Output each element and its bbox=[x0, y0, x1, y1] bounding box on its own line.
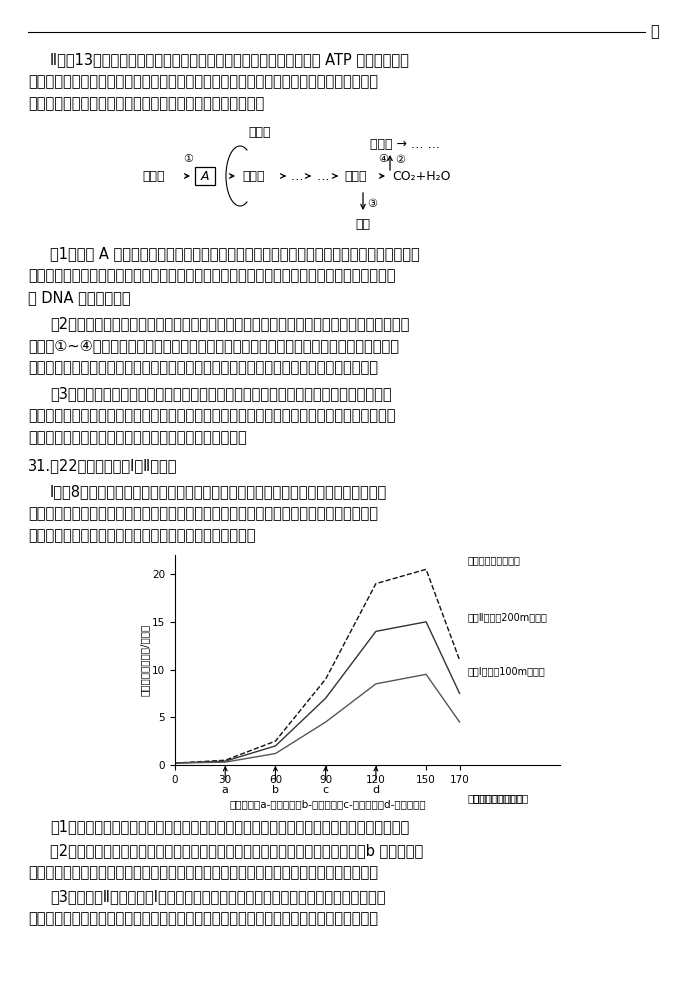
Text: 细胞膜: 细胞膜 bbox=[248, 126, 271, 139]
Text: 图中的过程＿＿＿＿＿＿（填编号）不宜选为作用位点。: 图中的过程＿＿＿＿＿＿（填编号）不宜选为作用位点。 bbox=[28, 430, 247, 445]
Text: 胞在有氧条件下葡萄糖的部分代谢过程，据图分析回答问题：: 胞在有氧条件下葡萄糖的部分代谢过程，据图分析回答问题： bbox=[28, 96, 264, 111]
Text: …: … bbox=[291, 169, 303, 183]
Text: b: b bbox=[272, 785, 279, 795]
Text: 。: 。 bbox=[650, 25, 658, 39]
Text: （2）在有氧条件下，癌细胞呼吸作用的方式为＿＿＿＿＿＿＿＿＿＿＿＿＿＿。与正常细胞: （2）在有氧条件下，癌细胞呼吸作用的方式为＿＿＿＿＿＿＿＿＿＿＿＿＿＿。与正常细… bbox=[50, 316, 409, 331]
Text: ②: ② bbox=[395, 155, 405, 165]
Bar bbox=[195, 167, 215, 185]
Text: ④: ④ bbox=[378, 154, 388, 164]
Text: 隔一定距离设置适宜高度的模拟树桩，为肉食性猛禽提供栖息场所。设桩一段时间后，测得: 隔一定距离设置适宜高度的模拟树桩，为肉食性猛禽提供栖息场所。设桩一段时间后，测得 bbox=[28, 506, 378, 521]
Text: 曲线Ⅱ（每隔200m设桩）: 曲线Ⅱ（每隔200m设桩） bbox=[468, 612, 548, 622]
Text: 乳酸: 乳酸 bbox=[356, 218, 370, 231]
Text: 大豆田中田鼠种群密度的变化如图所示。请回答下列问题：: 大豆田中田鼠种群密度的变化如图所示。请回答下列问题： bbox=[28, 528, 255, 543]
Text: 为 DNA 复制的原料。: 为 DNA 复制的原料。 bbox=[28, 290, 131, 305]
Text: （1）图中 A 代表细胞膜上的＿＿＿＿＿＿＿＿＿＿。葡萄糖进入癌细胞后，在代谢过程中可: （1）图中 A 代表细胞膜上的＿＿＿＿＿＿＿＿＿＿。葡萄糖进入癌细胞后，在代谢过… bbox=[50, 246, 420, 261]
Text: ①: ① bbox=[183, 154, 193, 164]
Text: ＿＿＿＿＿＿＿的合成来改变代谢途径。若要研制药物来抑制癌症患者细胞中的异常代谢途径，: ＿＿＿＿＿＿＿的合成来改变代谢途径。若要研制药物来抑制癌症患者细胞中的异常代谢途… bbox=[28, 408, 395, 423]
Text: 葡萄糖: 葡萄糖 bbox=[142, 169, 164, 183]
Text: 葡萄糖: 葡萄糖 bbox=[242, 169, 264, 183]
Text: ③: ③ bbox=[367, 199, 377, 209]
Text: 五碳糖 → … …: 五碳糖 → … … bbox=[370, 138, 440, 150]
Text: 空白对照（不设桩）: 空白对照（不设桩） bbox=[468, 554, 521, 565]
Text: 相比，①~④过程在癌细胞中明显增强的有＿＿＿＿＿＿（填编号），代谢途径发生这种变化: 相比，①~④过程在癌细胞中明显增强的有＿＿＿＿＿＿（填编号），代谢途径发生这种变… bbox=[28, 338, 399, 353]
Text: A: A bbox=[200, 169, 209, 183]
Text: CO₂+H₂O: CO₂+H₂O bbox=[392, 169, 450, 183]
Text: c: c bbox=[322, 785, 329, 795]
Text: （1）该农田生态系统的主要成分是＿＿＿＿＿＿，猛禽与田鼠的种间关系是＿＿＿＿＿＿。: （1）该农田生态系统的主要成分是＿＿＿＿＿＿，猛禽与田鼠的种间关系是＿＿＿＿＿＿… bbox=[50, 819, 409, 834]
Text: d: d bbox=[372, 785, 379, 795]
Text: 的意义在于能够＿＿＿＿＿＿＿＿＿＿＿＿＿＿＿＿＿＿＿＿，从而有利于癌细胞的增殖。: 的意义在于能够＿＿＿＿＿＿＿＿＿＿＿＿＿＿＿＿＿＿＿＿，从而有利于癌细胞的增殖。 bbox=[28, 360, 378, 375]
Text: a: a bbox=[222, 785, 229, 795]
Text: （2）该生态系统中田鼠的种群密度是由＿＿＿＿＿＿＿＿＿＿＿＿＿＿决定的；b 点以后田鼠: （2）该生态系统中田鼠的种群密度是由＿＿＿＿＿＿＿＿＿＿＿＿＿＿决定的；b 点以… bbox=[50, 843, 423, 858]
Text: …: … bbox=[316, 169, 329, 183]
Text: （3）与曲线Ⅱ相比，曲线Ⅰ所示环境中猛禽的密度＿＿＿＿＿＿。若在农田周围合理植: （3）与曲线Ⅱ相比，曲线Ⅰ所示环境中猛禽的密度＿＿＿＿＿＿。若在农田周围合理植 bbox=[50, 889, 386, 904]
Text: 31.（22分）回答下列Ⅰ、Ⅱ小题。: 31.（22分）回答下列Ⅰ、Ⅱ小题。 bbox=[28, 458, 177, 473]
Text: 差异，但癌细胞从内环境中摄取并用于细胞呼吸的葡萄糖是正常细胞的若干倍。下图是癌细: 差异，但癌细胞从内环境中摄取并用于细胞呼吸的葡萄糖是正常细胞的若干倍。下图是癌细 bbox=[28, 74, 378, 89]
Text: 曲线Ⅰ（每隔100m设桩）: 曲线Ⅰ（每隔100m设桩） bbox=[468, 666, 546, 676]
Text: （时间点：a-大豆播种；b-植被形成；c-开花结实；d-植株萎蔫）: （时间点：a-大豆播种；b-植被形成；c-开花结实；d-植株萎蔫） bbox=[230, 799, 427, 809]
Text: Ⅰ．（8分）为防治农田鼠害，研究人员选择若干大小相似、开放的大豆田，在边界上每: Ⅰ．（8分）为防治农田鼠害，研究人员选择若干大小相似、开放的大豆田，在边界上每 bbox=[50, 484, 387, 499]
Text: 种群密度大幅上升，从田鼠生存环境变化的角度分析，其原因是＿＿＿＿＿＿＿＿＿＿＿。: 种群密度大幅上升，从田鼠生存环境变化的角度分析，其原因是＿＿＿＿＿＿＿＿＿＿＿。 bbox=[28, 865, 378, 880]
Text: 设桩后的时间（天）: 设桩后的时间（天） bbox=[473, 793, 529, 804]
Text: 树可控制鼠害，从而帮助人们合理地调整该生态系统中的＿＿＿＿＿＿关系，使人们从中更: 树可控制鼠害，从而帮助人们合理地调整该生态系统中的＿＿＿＿＿＿关系，使人们从中更 bbox=[28, 911, 378, 926]
Y-axis label: 田鼠种群密度（只/公顷）: 田鼠种群密度（只/公顷） bbox=[139, 624, 149, 696]
Text: 通过＿＿＿＿＿＿＿作用形成非必需氨基酸，也可通过形成五碳糖进而合成＿＿＿＿＿＿＿＿作: 通过＿＿＿＿＿＿＿作用形成非必需氨基酸，也可通过形成五碳糖进而合成＿＿＿＿＿＿＿… bbox=[28, 268, 395, 283]
Text: （3）细胞在致癌因子的影响下，＿＿＿＿＿＿基因的结构发生改变而被激活，进而调控: （3）细胞在致癌因子的影响下，＿＿＿＿＿＿基因的结构发生改变而被激活，进而调控 bbox=[50, 386, 392, 401]
Text: Ⅱ．（13分）研究表明，癌细胞和正常分化细胞在有氧条件下产生的 ATP 总量没有明显: Ⅱ．（13分）研究表明，癌细胞和正常分化细胞在有氧条件下产生的 ATP 总量没有… bbox=[50, 52, 409, 67]
Text: 丙酮酸: 丙酮酸 bbox=[344, 169, 367, 183]
Text: 设桩后的时间（天）: 设桩后的时间（天） bbox=[468, 793, 524, 804]
